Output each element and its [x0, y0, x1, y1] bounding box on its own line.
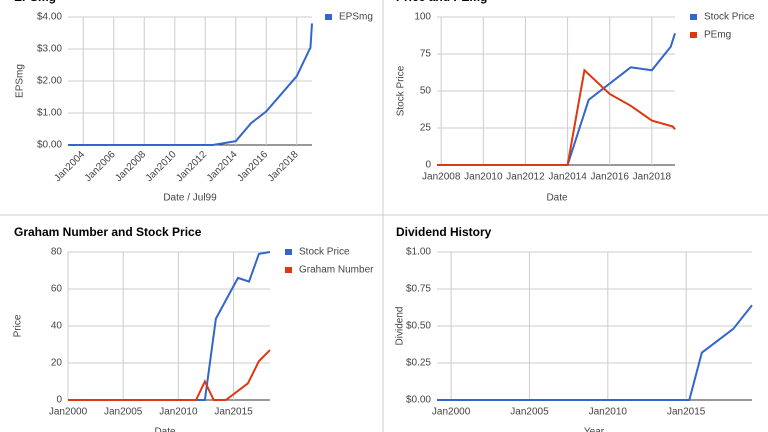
series-line	[437, 68, 676, 166]
legend-label: Graham Number	[299, 265, 374, 276]
x-tick-label: Jan2004	[52, 149, 87, 184]
y-tick-label: $0.75	[406, 284, 431, 295]
y-axis-title: Stock Price	[396, 65, 407, 116]
series-line	[68, 349, 271, 401]
legend-swatch	[285, 249, 292, 255]
y-axis-title: EPSmg	[15, 64, 26, 98]
x-tick-label: Jan2015	[214, 407, 253, 418]
x-tick-label: Jan2000	[432, 407, 471, 418]
series-line	[437, 304, 753, 401]
y-tick-label: $1.00	[37, 108, 62, 119]
y-tick-label: 25	[420, 123, 432, 134]
x-tick-label: Jan2010	[144, 149, 179, 184]
x-tick-label: Jan2010	[159, 407, 198, 418]
legend-label: PEmg	[704, 30, 731, 41]
x-tick-label: Jan2012	[506, 172, 545, 183]
x-axis-title: Year	[584, 427, 605, 432]
legend-swatch	[285, 267, 292, 273]
x-tick-label: Jan2010	[464, 172, 503, 183]
legend-label: Stock Price	[704, 12, 755, 23]
y-axis-title: Dividend	[395, 307, 406, 346]
y-tick-label: $4.00	[37, 12, 62, 23]
x-tick-label: Jan2008	[113, 149, 148, 184]
y-tick-label: $0.25	[406, 358, 431, 369]
y-tick-label: 50	[420, 86, 432, 97]
x-tick-label: Jan2005	[104, 407, 143, 418]
x-axis-title: Date	[546, 193, 568, 204]
y-tick-label: 40	[51, 321, 63, 332]
y-tick-label: 100	[414, 12, 431, 23]
y-tick-label: 0	[425, 160, 431, 171]
x-axis-title: Date	[154, 427, 176, 432]
legend-swatch	[690, 32, 697, 38]
y-tick-label: 60	[51, 284, 63, 295]
x-tick-label: Jan2010	[589, 407, 628, 418]
x-tick-label: Jan2006	[83, 149, 118, 184]
y-tick-label: 75	[420, 49, 432, 60]
chart-title: EPSmg	[14, 0, 56, 4]
x-tick-label: Jan2005	[510, 407, 549, 418]
y-tick-label: $0.00	[406, 395, 431, 406]
chart-title: Price and PEmg	[396, 0, 487, 4]
y-tick-label: 0	[56, 395, 62, 406]
x-tick-label: Jan2008	[422, 172, 461, 183]
legend-swatch	[325, 14, 332, 20]
y-tick-label: $0.00	[37, 140, 62, 151]
x-tick-label: Jan2016	[591, 172, 630, 183]
legend-label: EPSmg	[339, 12, 373, 23]
y-tick-label: $3.00	[37, 44, 62, 55]
x-tick-label: Jan2018	[266, 149, 301, 184]
y-tick-label: $2.00	[37, 76, 62, 87]
x-tick-label: Jan2014	[205, 149, 240, 184]
x-tick-label: Jan2015	[667, 407, 706, 418]
x-tick-label: Jan2000	[49, 407, 88, 418]
series-line	[68, 251, 271, 401]
x-tick-label: Jan2012	[174, 149, 209, 184]
chart-title: Dividend History	[396, 225, 492, 239]
legend-label: Stock Price	[299, 247, 350, 258]
y-tick-label: $1.00	[406, 247, 431, 258]
series-line	[437, 32, 676, 166]
x-axis-title: Date / Jul99	[163, 193, 217, 204]
y-axis-title: Price	[13, 314, 24, 337]
series-line	[68, 23, 313, 146]
chart-title: Graham Number and Stock Price	[14, 225, 202, 239]
y-tick-label: 20	[51, 358, 63, 369]
x-tick-label: Jan2018	[633, 172, 672, 183]
x-tick-label: Jan2014	[548, 172, 587, 183]
x-tick-label: Jan2016	[235, 149, 270, 184]
y-tick-label: $0.50	[406, 321, 431, 332]
legend-swatch	[690, 14, 697, 20]
y-tick-label: 80	[51, 247, 63, 258]
